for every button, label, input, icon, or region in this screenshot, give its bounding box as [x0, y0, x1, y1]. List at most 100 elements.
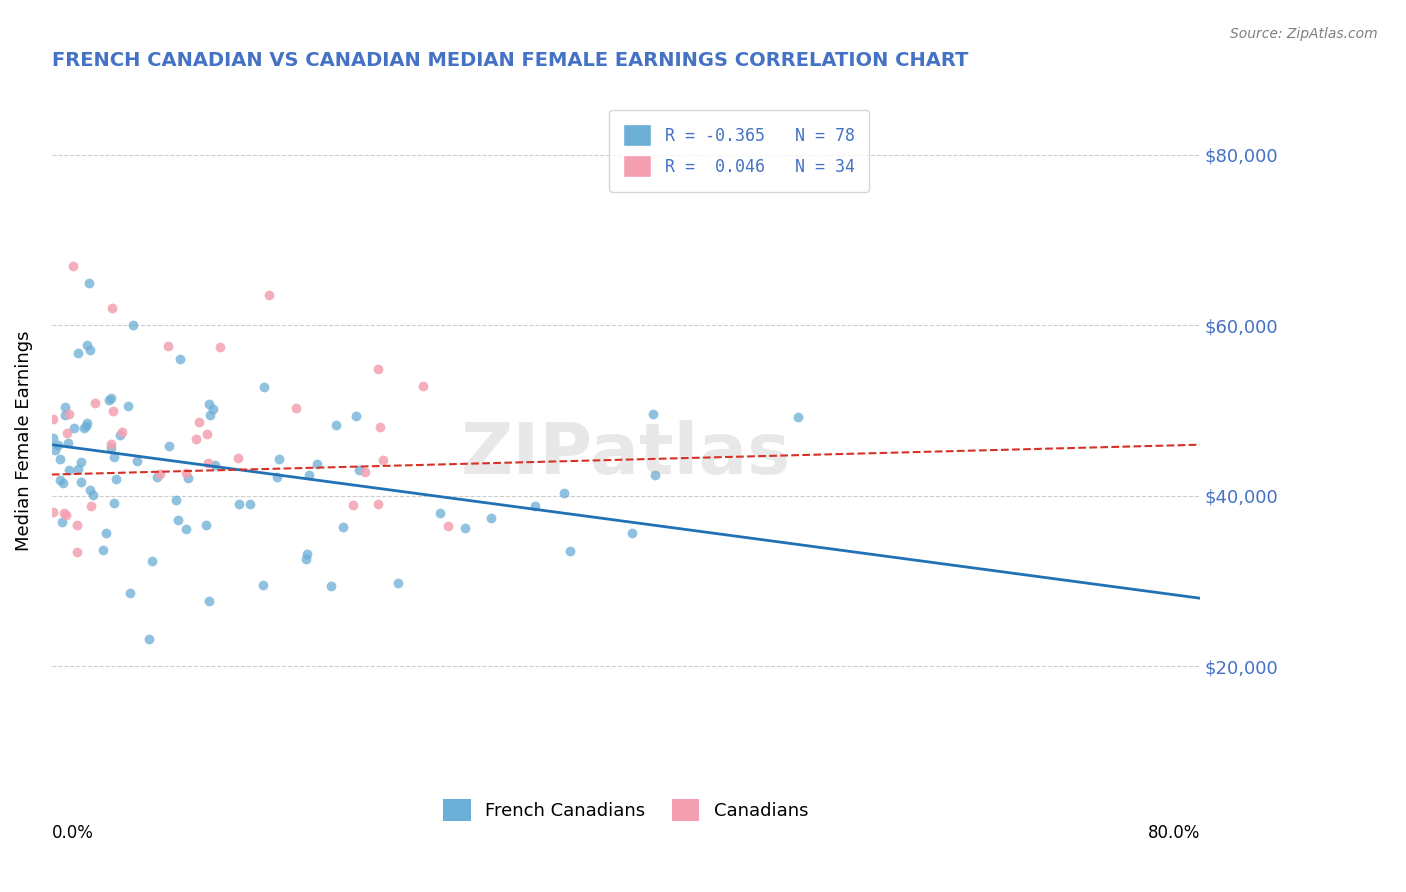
Point	[63, 421, 86, 435]
Text: FRENCH CANADIAN VS CANADIAN MEDIAN FEMALE EARNINGS CORRELATION CHART: FRENCH CANADIAN VS CANADIAN MEDIAN FEMAL…	[52, 51, 969, 70]
Point	[253, 380, 276, 394]
Point	[100, 437, 122, 451]
Point	[83, 396, 105, 410]
Point	[53, 408, 76, 422]
Point	[111, 425, 134, 439]
Point	[73, 420, 96, 434]
Point	[55, 508, 77, 522]
Point	[66, 346, 89, 360]
Point	[319, 579, 342, 593]
Point	[353, 465, 375, 479]
Text: 80.0%: 80.0%	[1147, 824, 1199, 842]
Point	[643, 407, 665, 421]
Point	[368, 420, 391, 434]
Point	[437, 518, 460, 533]
Point	[344, 409, 367, 424]
Point	[176, 522, 198, 536]
Point	[252, 578, 274, 592]
Point	[295, 547, 318, 561]
Point	[121, 318, 143, 333]
Point	[66, 545, 89, 559]
Point	[325, 418, 347, 433]
Text: 0.0%: 0.0%	[52, 824, 94, 842]
Point	[174, 466, 197, 480]
Point	[56, 426, 79, 441]
Point	[371, 453, 394, 467]
Point	[70, 475, 93, 490]
Point	[103, 496, 125, 510]
Point	[295, 551, 318, 566]
Point	[56, 436, 79, 450]
Point	[44, 443, 66, 458]
Point	[48, 452, 70, 467]
Point	[284, 401, 307, 416]
Point	[66, 518, 89, 533]
Point	[226, 450, 249, 465]
Point	[198, 397, 221, 411]
Point	[70, 455, 93, 469]
Point	[103, 404, 125, 418]
Y-axis label: Median Female Earnings: Median Female Earnings	[15, 330, 32, 550]
Point	[79, 343, 101, 358]
Point	[75, 418, 97, 433]
Point	[197, 594, 219, 608]
Point	[53, 506, 76, 520]
Point	[523, 499, 546, 513]
Point	[145, 470, 167, 484]
Point	[195, 427, 218, 442]
Point	[177, 471, 200, 485]
Point	[228, 497, 250, 511]
Point	[100, 392, 122, 406]
Point	[387, 575, 409, 590]
Point	[257, 288, 280, 302]
Point	[560, 543, 582, 558]
Point	[138, 632, 160, 647]
Point	[349, 463, 371, 477]
Point	[195, 518, 218, 533]
Point	[429, 506, 451, 520]
Legend: French Canadians, Canadians: French Canadians, Canadians	[436, 791, 815, 828]
Point	[76, 338, 98, 352]
Point	[66, 462, 89, 476]
Point	[105, 472, 128, 486]
Point	[103, 450, 125, 465]
Point	[53, 400, 76, 414]
Point	[184, 432, 207, 446]
Point	[454, 521, 477, 535]
Point	[149, 467, 172, 482]
Point	[367, 362, 389, 376]
Point	[58, 463, 80, 477]
Point	[342, 498, 364, 512]
Point	[62, 259, 84, 273]
Point	[117, 399, 139, 413]
Point	[97, 392, 120, 407]
Point	[80, 499, 103, 513]
Point	[201, 401, 224, 416]
Text: ZIPatlas: ZIPatlas	[461, 420, 792, 489]
Point	[58, 408, 80, 422]
Point	[42, 412, 65, 426]
Point	[79, 276, 101, 290]
Point	[621, 525, 644, 540]
Point	[82, 488, 104, 502]
Point	[76, 416, 98, 430]
Point	[79, 483, 101, 497]
Point	[367, 497, 389, 511]
Point	[188, 415, 211, 429]
Point	[553, 486, 575, 500]
Point	[167, 513, 190, 527]
Point	[644, 467, 666, 482]
Point	[42, 505, 65, 519]
Point	[46, 438, 69, 452]
Point	[412, 378, 434, 392]
Point	[96, 526, 118, 541]
Point	[267, 452, 290, 467]
Point	[125, 454, 148, 468]
Point	[169, 351, 191, 366]
Point	[787, 410, 810, 425]
Text: Source: ZipAtlas.com: Source: ZipAtlas.com	[1230, 27, 1378, 41]
Point	[298, 467, 321, 482]
Point	[165, 493, 187, 508]
Point	[204, 458, 226, 473]
Point	[100, 301, 122, 316]
